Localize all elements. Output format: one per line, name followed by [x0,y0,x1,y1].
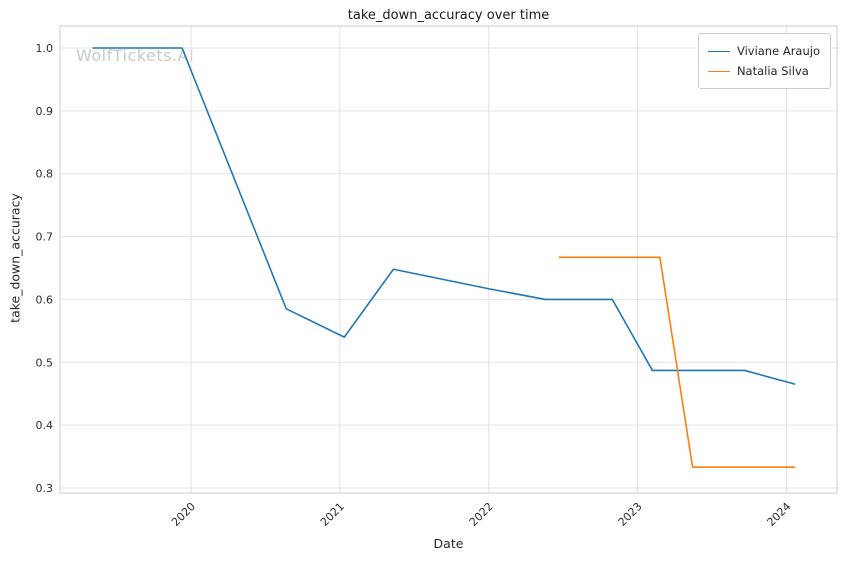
y-tick-label: 0.9 [36,105,54,118]
x-tick-label: 2020 [169,500,198,529]
y-tick-label: 0.3 [36,482,54,495]
legend-line-sample-orange [707,70,730,72]
x-tick-label: 2023 [616,500,645,529]
legend-label: Natalia Silva [736,64,809,79]
y-tick-label: 0.7 [36,231,54,244]
y-tick-label: 0.6 [36,293,54,306]
chart-title: take_down_accuracy over time [347,8,550,23]
plot-border [59,25,838,494]
legend-item-natalia-silva: Natalia Silva [707,61,820,81]
x-axis-label: Date [433,536,464,551]
x-tick-label: 2021 [318,500,347,529]
series-line-1 [558,256,796,469]
y-axis-label: take_down_accuracy [7,193,23,323]
y-tick-label: 0.5 [36,356,54,369]
x-tick-label: 2024 [765,500,794,529]
legend-item-viviane-araujo: Viviane Araujo [707,41,820,61]
y-tick-label: 0.4 [36,419,54,432]
legend: Viviane Araujo Natalia Silva [697,33,831,90]
series-line-0 [92,47,796,386]
x-tick-label: 2022 [467,500,496,529]
y-tick-label: 0.8 [36,168,54,181]
y-tick-label: 1.0 [36,42,54,55]
watermark: WolfTickets.AI [76,46,195,65]
legend-label: Viviane Araujo [736,44,820,58]
legend-line-sample-blue [707,50,730,52]
